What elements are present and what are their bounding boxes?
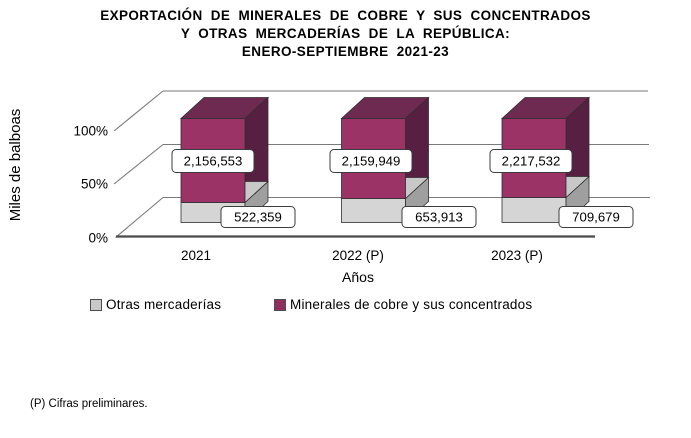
x-tick-2022: 2022 (P) bbox=[332, 248, 384, 263]
bar-segment-otras-topsliver-2022 (P) bbox=[405, 177, 430, 200]
data-label-minerales-2021: 2,156,553 bbox=[184, 154, 243, 169]
legend-label-otras: Otras mercaderías bbox=[106, 297, 222, 312]
legend-label-minerales: Minerales de cobre y sus concentrados bbox=[290, 297, 533, 312]
gridline-50 bbox=[113, 143, 649, 185]
bar-segment-otras-front-2023 (P) bbox=[501, 197, 567, 223]
chart-title: EXPORTACIÓN DE MINERALES DE COBRE Y SUS … bbox=[0, 7, 691, 61]
data-labels-group: 2,156,553 522,359 2,159,949 653,913 2,217,53… bbox=[171, 149, 634, 228]
data-label-minerales-2023 (P): 2,217,532 bbox=[502, 154, 561, 169]
legend-item-minerales: Minerales de cobre y sus concentrados bbox=[274, 297, 532, 312]
data-label-otras-2021-box bbox=[220, 206, 296, 228]
data-label-otras-2021: 522,359 bbox=[234, 210, 282, 225]
y-tick-100: 100% bbox=[73, 124, 108, 139]
legend-swatch-minerales-icon bbox=[274, 298, 286, 311]
y-axis-title: Miles de balboas bbox=[7, 109, 24, 222]
data-label-minerales-2022 (P): 2,159,949 bbox=[342, 154, 401, 169]
chart-title-line2: Y OTRAS MERCADERÍAS DE LA REPÚBLICA: bbox=[180, 26, 511, 41]
legend-swatch-otras-icon bbox=[90, 298, 102, 311]
data-label-otras-2023 (P)-box bbox=[558, 206, 634, 228]
x-tick-2021: 2021 bbox=[181, 248, 211, 263]
data-label-minerales-2021-box bbox=[171, 149, 255, 173]
chart-title-line1: EXPORTACIÓN DE MINERALES DE COBRE Y SUS … bbox=[100, 8, 591, 23]
chart-title-line3: ENERO-SEPTIEMBRE 2021-23 bbox=[241, 44, 450, 59]
bar-segment-otras-topsliver-2023 (P) bbox=[565, 176, 591, 199]
data-label-otras-2023 (P): 709,679 bbox=[572, 210, 620, 225]
y-tick-50: 50% bbox=[81, 177, 108, 192]
legend: Otras mercaderías Minerales de cobre y s… bbox=[0, 297, 691, 313]
y-tick-0: 0% bbox=[88, 231, 108, 246]
gridlines bbox=[113, 90, 650, 238]
data-label-minerales-2023 (P)-box bbox=[489, 149, 573, 173]
legend-item-otras: Otras mercaderías bbox=[90, 297, 221, 312]
data-label-minerales-2022 (P)-box bbox=[329, 149, 413, 173]
footnote: (P) Cifras preliminares. bbox=[30, 398, 148, 410]
gridline-100 bbox=[113, 90, 648, 132]
bar-segment-otras-topsliver-2021 bbox=[244, 181, 270, 204]
x-tick-2023: 2023 (P) bbox=[491, 248, 543, 263]
data-label-otras-2022 (P): 653,913 bbox=[415, 210, 463, 225]
x-axis-title: Años bbox=[342, 269, 374, 285]
bar-segment-otras-front-2022 (P) bbox=[341, 198, 406, 223]
gridline-0 bbox=[115, 196, 650, 238]
data-label-otras-2022 (P)-box bbox=[401, 206, 477, 228]
